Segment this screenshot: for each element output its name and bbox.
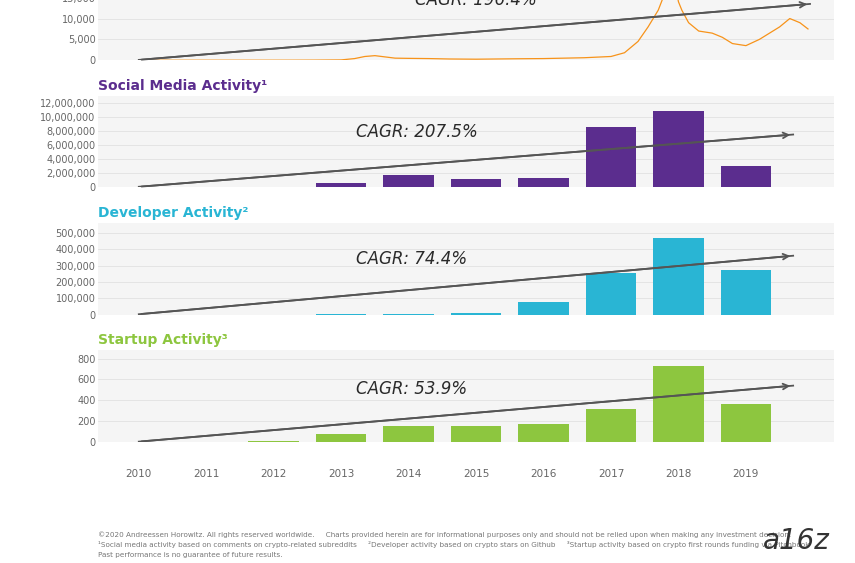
Bar: [315, 314, 367, 315]
Bar: [518, 425, 569, 442]
Bar: [451, 426, 501, 442]
Bar: [518, 177, 569, 187]
Bar: [721, 166, 771, 187]
Text: Developer Activity²: Developer Activity²: [98, 206, 249, 220]
Text: Past performance is no guarantee of future results.: Past performance is no guarantee of futu…: [98, 552, 283, 558]
Bar: [315, 434, 367, 442]
Bar: [383, 314, 434, 315]
Text: CAGR: 207.5%: CAGR: 207.5%: [356, 123, 477, 141]
Text: Startup Activity³: Startup Activity³: [98, 333, 228, 347]
Text: CAGR: 74.4%: CAGR: 74.4%: [356, 250, 467, 268]
Bar: [586, 127, 636, 187]
Text: CAGR: 196.4%: CAGR: 196.4%: [415, 0, 536, 9]
Bar: [383, 426, 434, 442]
Text: CAGR: 53.9%: CAGR: 53.9%: [356, 380, 467, 398]
Bar: [315, 182, 367, 187]
Text: ©2020 Andreessen Horowitz. All rights reserved worldwide.     Charts provided he: ©2020 Andreessen Horowitz. All rights re…: [98, 531, 792, 538]
Bar: [653, 366, 704, 442]
Bar: [451, 313, 501, 315]
Bar: [383, 175, 434, 187]
Bar: [518, 302, 569, 315]
Bar: [586, 273, 636, 315]
Bar: [721, 270, 771, 315]
Text: Social Media Activity¹: Social Media Activity¹: [98, 79, 268, 93]
Bar: [721, 404, 771, 442]
Bar: [653, 111, 704, 187]
Bar: [586, 409, 636, 442]
Text: ¹Social media activity based on comments on crypto-related subreddits     ²Devel: ¹Social media activity based on comments…: [98, 541, 810, 548]
Bar: [653, 238, 704, 315]
Bar: [451, 179, 501, 187]
Text: a16z: a16z: [763, 526, 829, 555]
